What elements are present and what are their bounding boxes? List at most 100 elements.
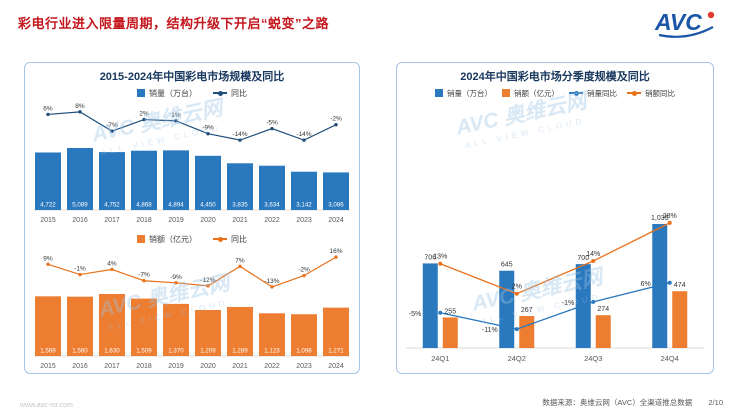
bar-2017 bbox=[99, 294, 125, 356]
x-tick-label: 24Q3 bbox=[584, 354, 602, 363]
yoy-label: -7% bbox=[138, 272, 150, 279]
bar-2023 bbox=[291, 171, 317, 210]
bar-2024 bbox=[323, 172, 349, 210]
volume-yoy-marker bbox=[514, 327, 519, 332]
yoy-marker bbox=[206, 284, 210, 288]
yoy-label: -9% bbox=[202, 125, 214, 132]
yoy-label: 1% bbox=[171, 112, 181, 119]
quarterly-chart: 706 255 24Q1 645 267 24Q2 700 274 24Q3 1,035 474 24… bbox=[406, 213, 704, 363]
bar-value-label: 1,569 bbox=[40, 348, 56, 355]
bar-2023 bbox=[291, 314, 317, 356]
volume-yoy-label: -1% bbox=[562, 300, 574, 307]
bar-2015 bbox=[35, 152, 61, 210]
value-bar-24Q4 bbox=[672, 291, 688, 348]
avc-logo: AVC bbox=[653, 7, 723, 46]
yoy-marker bbox=[110, 267, 114, 272]
yoy-label: 9% bbox=[43, 255, 53, 262]
value-yoy-label: 2% bbox=[512, 284, 522, 291]
value-value-label: 474 bbox=[674, 282, 686, 289]
volume-value-label: 645 bbox=[501, 262, 513, 269]
x-tick-label: 2019 bbox=[168, 217, 184, 224]
legend-label: 销量同比 bbox=[587, 88, 617, 98]
yoy-marker bbox=[334, 123, 338, 127]
legend-label: 销额同比 bbox=[645, 88, 675, 98]
x-tick-label: 2018 bbox=[136, 363, 152, 370]
value-yoy-label: 13% bbox=[433, 254, 447, 261]
bar-2020 bbox=[195, 155, 221, 210]
x-tick-label: 2021 bbox=[232, 217, 248, 224]
value-yoy-line bbox=[440, 222, 671, 295]
volume-yoy-marker bbox=[438, 310, 443, 315]
yoy-label: 7% bbox=[235, 257, 245, 264]
x-tick-label: 2021 bbox=[232, 363, 248, 370]
yoy-marker bbox=[78, 110, 82, 114]
bar-value-label: 3,142 bbox=[296, 202, 312, 209]
logo-swoosh bbox=[658, 26, 714, 38]
legend-label: 销额（亿元） bbox=[149, 234, 197, 244]
x-tick-label: 2022 bbox=[264, 217, 280, 224]
x-tick-label: 24Q1 bbox=[431, 354, 449, 363]
x-tick-label: 2020 bbox=[200, 217, 216, 224]
yoy-label: -12% bbox=[200, 277, 215, 284]
x-tick-label: 2015 bbox=[40, 217, 56, 224]
legend-label: 销量（万台） bbox=[149, 88, 197, 98]
bar-2022 bbox=[259, 313, 285, 356]
legend-item-volume-yoy: 同比 bbox=[213, 88, 247, 99]
yoy-label: -14% bbox=[232, 131, 247, 138]
x-tick-label: 2016 bbox=[72, 217, 88, 224]
annual-volume-chart: 4,722 2015 5,089 2016 4,752 2017 4,868 2018 4,89… bbox=[34, 103, 350, 224]
yoy-label: 16% bbox=[329, 248, 342, 255]
bar-value-label: 5,089 bbox=[72, 202, 88, 209]
panel-quarterly: 2024年中国彩电市场分季度规模及同比 销量（万台） 销额（亿元） 销量同比 销… bbox=[396, 62, 714, 374]
x-tick-label: 2018 bbox=[136, 217, 152, 224]
bar-value-label: 4,450 bbox=[200, 202, 216, 209]
x-tick-label: 2022 bbox=[264, 363, 280, 370]
value-value-label: 267 bbox=[521, 307, 533, 314]
volume-swatch-icon bbox=[137, 89, 145, 97]
volume-swatch-icon bbox=[435, 89, 443, 97]
yoy-label: -9% bbox=[170, 274, 182, 281]
bar-value-label: 3,835 bbox=[232, 202, 248, 209]
legend-annual-value: 销额（亿元） 同比 bbox=[25, 234, 359, 244]
yoy-marker bbox=[174, 281, 178, 285]
bar-value-label: 1,560 bbox=[72, 348, 88, 355]
bar-value-label: 3,634 bbox=[264, 202, 280, 209]
bar-2019 bbox=[163, 303, 189, 356]
x-tick-label: 24Q4 bbox=[661, 354, 679, 363]
yoy-marker bbox=[302, 138, 306, 142]
x-tick-label: 2017 bbox=[104, 363, 120, 370]
bar-value-label: 4,868 bbox=[136, 202, 152, 209]
page-title: 彩电行业进入限量周期，结构升级下开启“蜕变”之路 bbox=[18, 16, 330, 31]
value-bar-24Q1 bbox=[442, 317, 458, 348]
bar-value-label: 1,630 bbox=[104, 348, 120, 355]
x-tick-label: 2015 bbox=[40, 363, 56, 370]
yoy-marker bbox=[334, 255, 338, 259]
value-bar-24Q3 bbox=[595, 315, 611, 348]
volume-value-label: 1,035 bbox=[651, 215, 669, 222]
x-tick-label: 2023 bbox=[296, 217, 312, 224]
right-panel-title: 2024年中国彩电市场分季度规模及同比 bbox=[460, 71, 650, 83]
yoy-line bbox=[47, 111, 337, 141]
yoy-marker bbox=[46, 112, 50, 117]
yoy-marker bbox=[174, 119, 178, 123]
yoy-label: 2% bbox=[139, 111, 149, 118]
value-yoy-label: 28% bbox=[663, 213, 677, 220]
x-tick-label: 2016 bbox=[72, 363, 88, 370]
left-panel-title: 2015-2024年中国彩电市场规模及同比 bbox=[99, 71, 285, 83]
footer-source: 数据来源：奥维云网（AVC）全渠道推总数据 2/10 bbox=[542, 397, 723, 408]
legend-label: 同比 bbox=[231, 234, 247, 244]
volume-bar-24Q2 bbox=[499, 270, 515, 348]
value-yoy-marker bbox=[514, 291, 519, 296]
volume-yoy-label: 6% bbox=[641, 281, 651, 288]
bar-value-label: 1,123 bbox=[264, 348, 280, 355]
bar-2016 bbox=[67, 296, 93, 356]
bar-value-label: 4,722 bbox=[40, 202, 56, 209]
yoy-line-swatch-icon bbox=[213, 236, 227, 242]
value-swatch-icon bbox=[137, 235, 145, 243]
legend-item-q-volume: 销量（万台） bbox=[435, 88, 492, 99]
logo-red-dot bbox=[707, 11, 715, 19]
x-tick-label: 2020 bbox=[200, 363, 216, 370]
yoy-marker bbox=[238, 138, 242, 142]
data-source-text: 数据来源：奥维云网（AVC）全渠道推总数据 bbox=[542, 398, 693, 407]
bar-2020 bbox=[195, 310, 221, 356]
